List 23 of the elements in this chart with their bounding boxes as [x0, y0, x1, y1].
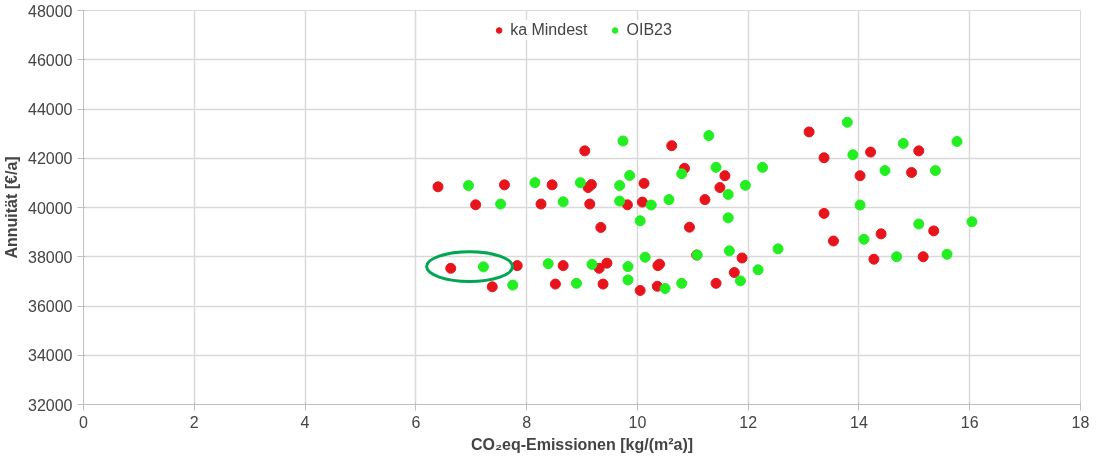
- x-tick-label: 12: [739, 413, 758, 431]
- y-tick-label: 34000: [28, 347, 73, 365]
- x-tick-label: 6: [411, 413, 421, 431]
- y-axis-title: Annuität [€/a]: [3, 156, 21, 259]
- y-tick-label: 48000: [28, 2, 73, 20]
- y-tick-label: 44000: [28, 101, 73, 118]
- x-tick-label: 10: [628, 413, 647, 431]
- x-axis-title: CO₂eq-Emissionen [kg/(m²a)]: [470, 435, 694, 453]
- x-tick-label: 4: [300, 413, 310, 431]
- x-tick-label: 16: [960, 413, 979, 431]
- y-tick-label: 32000: [28, 396, 73, 414]
- y-tick-label: 42000: [28, 150, 73, 168]
- y-tick-label: 40000: [28, 199, 73, 217]
- x-tick-label: 18: [1071, 413, 1090, 431]
- x-tick-label: 8: [522, 413, 532, 431]
- x-tick-label: 2: [189, 413, 199, 431]
- legend-label: OIB23: [626, 21, 672, 39]
- y-tick-label: 38000: [28, 248, 73, 266]
- legend-label: ka Mindest: [510, 21, 588, 39]
- y-tick-label: 46000: [28, 51, 73, 69]
- y-tick-label: 36000: [28, 298, 73, 315]
- x-tick-label: 14: [850, 413, 868, 431]
- x-tick-label: 0: [79, 413, 89, 431]
